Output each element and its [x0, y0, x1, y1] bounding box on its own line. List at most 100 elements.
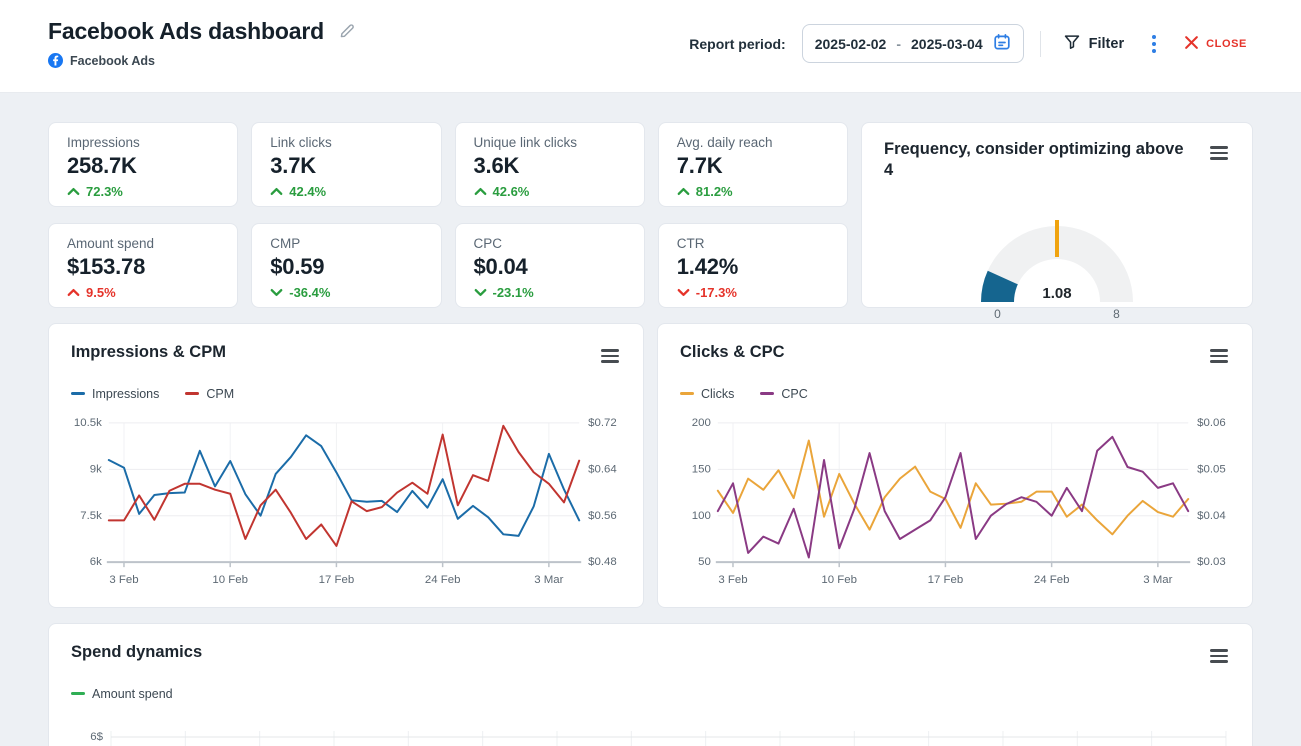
close-button[interactable]: CLOSE — [1178, 34, 1253, 54]
chart-title-impressions-cpm: Impressions & CPM — [71, 342, 226, 363]
filter-label: Filter — [1089, 36, 1124, 52]
header: Facebook Ads dashboard Facebook Ads Repo… — [0, 0, 1301, 93]
kpi-delta: 81.2% — [677, 184, 829, 199]
kpi-card-ctr: CTR 1.42% -17.3% — [658, 223, 848, 308]
kpi-value: 3.7K — [270, 153, 422, 179]
legend-swatch — [71, 692, 85, 695]
legend-label: CPM — [206, 387, 234, 401]
svg-text:200: 200 — [692, 417, 711, 429]
gauge-title: Frequency, consider optimizing above 4 — [884, 139, 1189, 180]
kpi-delta: -17.3% — [677, 285, 829, 300]
chart-title-spend-dynamics: Spend dynamics — [71, 642, 202, 663]
svg-text:3 Feb: 3 Feb — [109, 574, 138, 586]
svg-text:17 Feb: 17 Feb — [319, 574, 355, 586]
chart-menu-button[interactable] — [599, 345, 621, 367]
more-options-button[interactable] — [1146, 31, 1162, 57]
filter-button[interactable]: Filter — [1057, 32, 1130, 56]
kpi-card-cpc: CPC$0.04-23.1% — [455, 223, 645, 308]
kpi-value: 1.42% — [677, 254, 829, 280]
svg-text:6$: 6$ — [90, 731, 103, 743]
chart-menu-button[interactable] — [1208, 345, 1230, 367]
kpi-card-amount-spend: Amount spend $153.78 9.5% — [48, 223, 238, 308]
chart-menu-button[interactable] — [1208, 645, 1230, 667]
dashboard-content: Impressions258.7K72.3%Link clicks3.7K42.… — [0, 93, 1301, 746]
kpi-card-cmp: CMP$0.59-36.4% — [251, 223, 441, 308]
trend-down-icon — [270, 288, 283, 297]
kpi-value: 3.6K — [474, 153, 626, 179]
filter-icon — [1063, 33, 1081, 55]
kpi-label: CMP — [270, 236, 422, 251]
svg-text:$0.72: $0.72 — [588, 417, 617, 429]
chart-menu-button[interactable] — [1208, 142, 1230, 164]
chart-legend: Impressions CPM — [71, 387, 621, 401]
kpi-label: Unique link clicks — [474, 135, 626, 150]
trend-up-icon — [67, 187, 80, 196]
svg-text:3 Feb: 3 Feb — [718, 574, 747, 586]
svg-text:150: 150 — [692, 463, 711, 475]
svg-text:$0.05: $0.05 — [1197, 463, 1226, 475]
svg-text:$0.56: $0.56 — [588, 510, 617, 522]
legend-label: Impressions — [92, 387, 159, 401]
legend-swatch — [185, 392, 199, 395]
kpi-label: CTR — [677, 236, 829, 251]
legend-label: Amount spend — [92, 687, 173, 701]
pencil-icon — [338, 21, 357, 43]
clicks-cpc-card: Clicks & CPC ClicksCPC 200$0.06150$0.051… — [657, 323, 1253, 608]
svg-text:0: 0 — [994, 307, 1001, 320]
svg-text:100: 100 — [692, 510, 711, 522]
kpi-card-impressions: Impressions258.7K72.3% — [48, 122, 238, 207]
legend-swatch — [760, 392, 774, 395]
legend-item-clicks[interactable]: Clicks — [680, 387, 734, 401]
trend-up-icon — [67, 288, 80, 297]
close-icon — [1184, 35, 1199, 53]
impressions-cpm-chart: 10.5k$0.729k$0.647.5k$0.566k$0.483 Feb10… — [71, 411, 621, 598]
svg-text:$0.04: $0.04 — [1197, 510, 1226, 522]
facebook-icon — [48, 53, 63, 68]
svg-text:9k: 9k — [90, 463, 102, 475]
svg-text:10 Feb: 10 Feb — [821, 574, 857, 586]
svg-text:$0.64: $0.64 — [588, 463, 617, 475]
legend-label: Clicks — [701, 387, 734, 401]
trend-down-icon — [677, 288, 690, 297]
legend-swatch — [680, 392, 694, 395]
svg-text:24 Feb: 24 Feb — [1034, 574, 1070, 586]
date-to[interactable]: 2025-03-04 — [911, 36, 983, 52]
svg-text:$0.03: $0.03 — [1197, 556, 1226, 568]
kpi-label: Amount spend — [67, 236, 219, 251]
trend-up-icon — [270, 187, 283, 196]
legend-item-impressions[interactable]: Impressions — [71, 387, 159, 401]
svg-text:$0.06: $0.06 — [1197, 417, 1226, 429]
spend-dynamics-card: Spend dynamics Amount spend 6$ — [48, 623, 1253, 746]
calendar-icon[interactable] — [993, 33, 1011, 54]
kpi-value: $0.59 — [270, 254, 422, 280]
kpi-value: $0.04 — [474, 254, 626, 280]
report-period-label: Report period: — [689, 36, 785, 52]
legend-item-amount-spend[interactable]: Amount spend — [71, 687, 173, 701]
clicks-cpc-chart: 200$0.06150$0.05100$0.0450$0.033 Feb10 F… — [680, 411, 1230, 598]
svg-text:$0.48: $0.48 — [588, 556, 617, 568]
legend-swatch — [71, 392, 85, 395]
page-title: Facebook Ads dashboard — [48, 18, 324, 45]
divider — [1040, 31, 1041, 57]
date-range-picker[interactable]: 2025-02-02 - 2025-03-04 — [802, 24, 1024, 63]
legend-item-cpm[interactable]: CPM — [185, 387, 234, 401]
kpi-delta: 42.6% — [474, 184, 626, 199]
date-from[interactable]: 2025-02-02 — [815, 36, 887, 52]
kpi-value: $153.78 — [67, 254, 219, 280]
svg-text:6k: 6k — [90, 556, 102, 568]
svg-text:17 Feb: 17 Feb — [928, 574, 964, 586]
kpi-value: 258.7K — [67, 153, 219, 179]
trend-down-icon — [474, 288, 487, 297]
kpi-delta: 72.3% — [67, 184, 219, 199]
frequency-gauge-card: Frequency, consider optimizing above 4 1… — [861, 122, 1253, 308]
legend-label: CPC — [781, 387, 807, 401]
data-source: Facebook Ads — [48, 53, 359, 68]
legend-item-cpc[interactable]: CPC — [760, 387, 807, 401]
edit-title-button[interactable] — [336, 19, 359, 45]
kpi-card-unique-link-clicks: Unique link clicks 3.6K 42.6% — [455, 122, 645, 207]
frequency-gauge: 1.0808 — [937, 190, 1177, 320]
svg-text:1.08: 1.08 — [1042, 285, 1071, 302]
svg-text:24 Feb: 24 Feb — [425, 574, 461, 586]
kpi-delta: 9.5% — [67, 285, 219, 300]
impressions-cpm-card: Impressions & CPM ImpressionsCPM 10.5k$0… — [48, 323, 644, 608]
